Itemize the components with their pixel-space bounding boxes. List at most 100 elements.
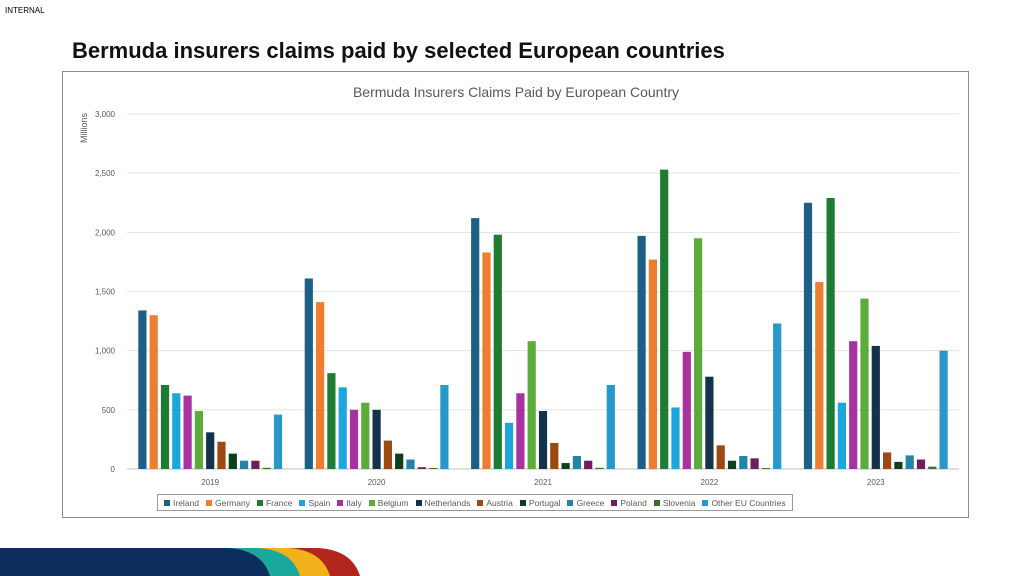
bar-portugal-2019 bbox=[228, 453, 237, 469]
legend-swatch bbox=[337, 499, 344, 506]
bar-netherlands-2020 bbox=[372, 409, 381, 469]
y-tick-label: 0 bbox=[111, 465, 116, 474]
legend-swatch bbox=[653, 499, 660, 506]
bar-france-2022 bbox=[660, 169, 669, 469]
bar-slovenia-2022 bbox=[761, 468, 770, 469]
bar-poland-2020 bbox=[417, 467, 426, 469]
legend-item: Greece bbox=[567, 498, 604, 508]
legend-swatch bbox=[206, 499, 212, 506]
bar-ireland-2021 bbox=[471, 218, 480, 469]
bar-greece-2021 bbox=[572, 455, 581, 469]
x-tick-label: 2021 bbox=[534, 478, 552, 487]
bar-portugal-2023 bbox=[894, 461, 903, 469]
legend-label: France bbox=[265, 497, 293, 508]
bar-italy-2021 bbox=[516, 393, 525, 469]
bar-ireland-2020 bbox=[304, 278, 313, 469]
legend-item: Belgium bbox=[368, 497, 409, 508]
bar-other-eu-countries-2021 bbox=[606, 384, 615, 469]
chart-frame: Bermuda Insurers Claims Paid by European… bbox=[62, 71, 969, 518]
bar-germany-2021 bbox=[482, 252, 491, 469]
legend-label: Portugal bbox=[528, 497, 561, 508]
legend-label: Netherlands bbox=[424, 497, 471, 508]
bar-poland-2022 bbox=[750, 458, 759, 469]
bar-netherlands-2023 bbox=[871, 345, 880, 469]
bar-ireland-2023 bbox=[803, 202, 813, 469]
bar-france-2019 bbox=[160, 384, 170, 469]
bar-netherlands-2021 bbox=[538, 411, 548, 469]
bar-france-2023 bbox=[826, 198, 835, 469]
bar-spain-2023 bbox=[837, 402, 846, 469]
bar-austria-2022 bbox=[716, 445, 725, 469]
grid-layer bbox=[127, 113, 959, 470]
y-tick-labels: 0 500 1,000 1,500 2,000 2,500 3,000 bbox=[95, 110, 116, 474]
bar-other-eu-countries-2023 bbox=[939, 350, 948, 469]
legend-label: Germany bbox=[215, 497, 250, 508]
legend-label: Austria bbox=[486, 497, 513, 508]
legend-item: Portugal bbox=[519, 497, 561, 508]
bar-ireland-2019 bbox=[138, 310, 147, 469]
legend-label: Slovenia bbox=[662, 497, 696, 508]
bar-poland-2019 bbox=[251, 460, 260, 469]
bar-greece-2020 bbox=[406, 459, 415, 469]
y-tick-label: 2,000 bbox=[95, 228, 116, 237]
bar-greece-2019 bbox=[240, 460, 249, 469]
legend-label: Italy bbox=[346, 497, 362, 508]
footer-decoration bbox=[0, 548, 360, 576]
legend-swatch bbox=[567, 499, 574, 506]
legend-swatch bbox=[611, 499, 618, 506]
legend-swatch bbox=[702, 499, 709, 506]
x-tick-labels: 2019 2020 2021 2022 2023 bbox=[201, 478, 885, 487]
bar-italy-2022 bbox=[682, 351, 691, 469]
legend-swatch bbox=[415, 499, 422, 506]
legend-label: Spain bbox=[308, 497, 331, 508]
bar-austria-2019 bbox=[217, 441, 226, 469]
slide-title: Bermuda insurers claims paid by selected… bbox=[72, 38, 725, 63]
chart-legend: Ireland Germany France Spain Italy Belgium Net… bbox=[157, 494, 793, 511]
legend-label: Greece bbox=[576, 497, 605, 508]
legend-item: Poland bbox=[611, 497, 647, 508]
bar-germany-2019 bbox=[149, 315, 158, 469]
y-tick-label: 3,000 bbox=[95, 110, 116, 119]
legend-label: Belgium bbox=[377, 497, 409, 508]
y-tick-label: 1,000 bbox=[95, 347, 116, 356]
bar-slovenia-2020 bbox=[429, 468, 438, 469]
bar-portugal-2021 bbox=[561, 463, 570, 469]
legend-swatch bbox=[477, 499, 484, 506]
bar-poland-2023 bbox=[916, 459, 926, 469]
bar-germany-2020 bbox=[316, 302, 325, 469]
bar-germany-2022 bbox=[648, 259, 657, 469]
legend-label: Ireland bbox=[173, 497, 199, 508]
bar-austria-2021 bbox=[550, 442, 559, 469]
legend-item: Other EU Countries bbox=[702, 497, 786, 508]
bar-belgium-2023 bbox=[860, 298, 869, 469]
legend-swatch bbox=[368, 499, 375, 506]
x-tick-label: 2023 bbox=[867, 478, 885, 487]
legend-item: Spain bbox=[299, 498, 330, 508]
y-tick-label: 2,500 bbox=[95, 169, 116, 178]
bar-poland-2021 bbox=[584, 460, 593, 469]
x-tick-label: 2019 bbox=[201, 478, 219, 487]
bar-austria-2023 bbox=[883, 452, 892, 469]
legend-label: Poland bbox=[620, 497, 647, 508]
legend-swatch bbox=[519, 499, 526, 506]
bar-slovenia-2019 bbox=[262, 467, 271, 469]
legend-item: Austria bbox=[477, 497, 513, 508]
bar-spain-2019 bbox=[172, 393, 181, 469]
bar-ireland-2022 bbox=[637, 235, 646, 469]
bar-greece-2022 bbox=[739, 455, 748, 469]
bar-belgium-2020 bbox=[361, 402, 370, 469]
bar-spain-2020 bbox=[338, 387, 347, 469]
bar-austria-2020 bbox=[383, 440, 392, 469]
legend-label: Other EU Countries bbox=[711, 497, 786, 508]
bar-greece-2023 bbox=[905, 455, 914, 469]
bar-slovenia-2021 bbox=[595, 467, 604, 469]
bar-netherlands-2022 bbox=[705, 376, 714, 469]
bar-spain-2021 bbox=[505, 422, 514, 469]
bar-italy-2020 bbox=[349, 409, 359, 469]
x-tick-label: 2020 bbox=[368, 478, 386, 487]
bar-italy-2023 bbox=[849, 341, 858, 469]
legend-item: Germany bbox=[206, 498, 250, 508]
bar-belgium-2021 bbox=[527, 341, 536, 469]
bar-belgium-2022 bbox=[694, 238, 703, 469]
legend-item: Slovenia bbox=[653, 497, 696, 508]
